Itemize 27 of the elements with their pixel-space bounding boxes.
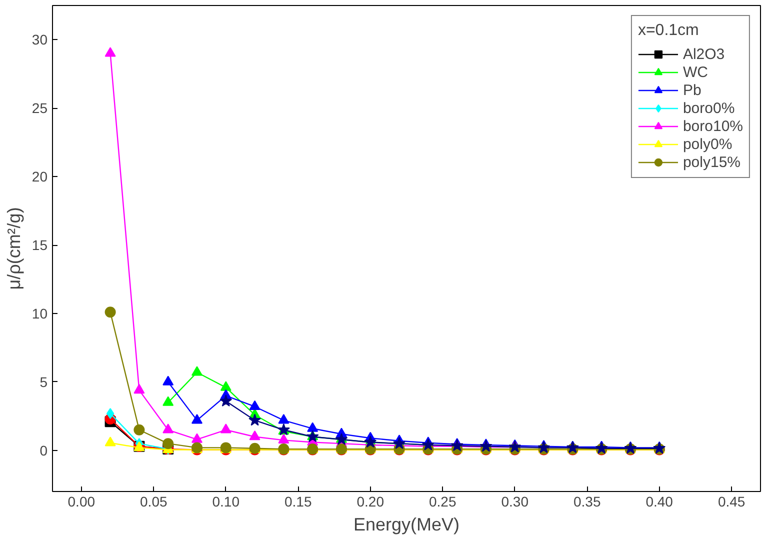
x-tick-label: 0.10 (212, 494, 240, 510)
y-tick-label: 25 (32, 100, 48, 116)
legend-label: Pb (682, 81, 702, 99)
x-tick-label: 0.35 (573, 494, 601, 510)
legend-label: Al2O3 (682, 45, 725, 63)
x-tick-label: 0.25 (429, 494, 456, 510)
legend-label: poly15% (682, 153, 740, 171)
x-tick-label: 0.40 (646, 494, 674, 510)
y-tick-label: 20 (32, 168, 48, 185)
x-tick-label: 0.15 (284, 494, 312, 510)
y-tick-label: 10 (32, 306, 48, 322)
legend-label: WC (682, 63, 708, 81)
y-tick-label: 15 (32, 237, 48, 254)
legend-label: poly0% (682, 135, 732, 153)
y-tick-label: 0 (40, 442, 48, 458)
x-axis-title: Energy(MeV) (353, 514, 460, 534)
legend-title: x=0.1cm (638, 22, 700, 40)
x-tick-label: 0.30 (501, 494, 529, 510)
x-tick-label: 0.00 (68, 494, 96, 510)
y-tick-label: 5 (40, 374, 48, 390)
x-tick-label: 0.05 (140, 494, 168, 510)
legend-label: boro0% (682, 99, 735, 117)
y-axis-title: μ/ρ(cm²/g) (4, 207, 24, 290)
y-tick-label: 30 (32, 32, 48, 48)
legend-label: boro10% (682, 117, 743, 135)
x-tick-label: 0.45 (718, 494, 746, 510)
x-tick-label: 0.20 (356, 494, 384, 510)
